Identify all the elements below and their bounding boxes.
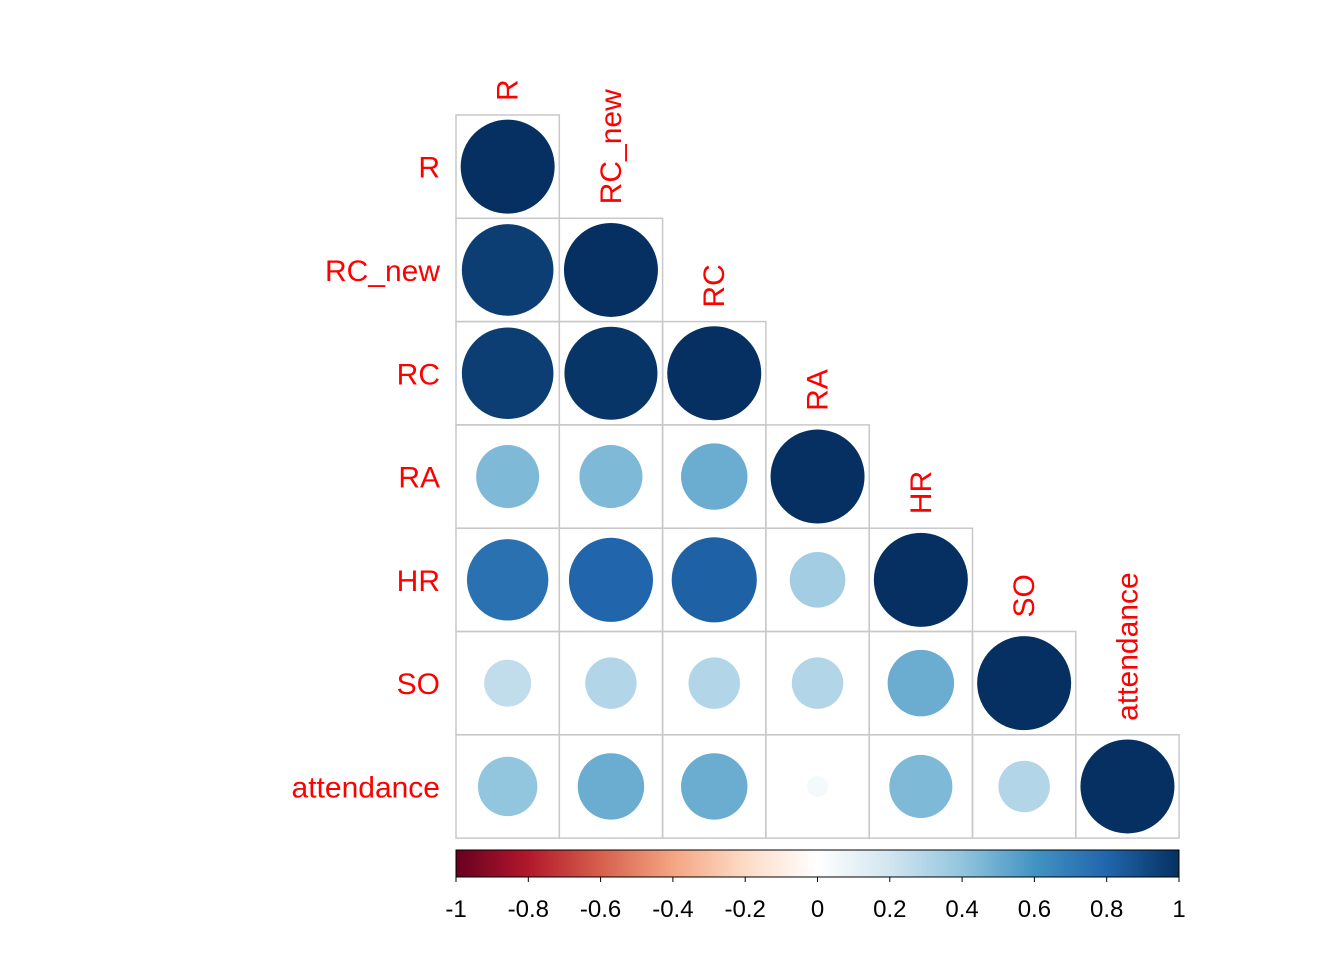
correlation-circle-SO-HR (887, 649, 955, 717)
grid-cell (1075, 734, 1180, 839)
colorbar-tick-label: 0.2 (873, 896, 906, 923)
colorbar-tick-label: 0.4 (945, 896, 978, 923)
correlation-circle-RC-RC_new (564, 326, 658, 420)
correlation-circle-RA-RA (770, 429, 865, 524)
colorbar-tick-label: -0.4 (652, 896, 693, 923)
colorbar-tick-label: 1 (1172, 896, 1185, 923)
column-label: RC (698, 264, 731, 307)
correlation-circle-HR-RC (671, 537, 757, 623)
column-label: RA (802, 369, 835, 411)
column-label: HR (905, 471, 938, 514)
correlation-circle-SO-R (484, 659, 532, 707)
colorbar-tick-label: -1 (445, 896, 466, 923)
correlation-circle-attendance-RC (681, 753, 748, 820)
correlation-circle-SO-RA (791, 657, 844, 709)
colorbar-gradient (455, 849, 1180, 878)
colorbar-tick-label: -0.2 (725, 896, 766, 923)
correlation-circle-attendance-R (477, 756, 538, 817)
row-label: R (418, 152, 440, 185)
column-label: SO (1008, 574, 1041, 617)
correlation-circle-RA-R (476, 445, 540, 509)
correlation-circle-RC-RC (667, 326, 762, 421)
correlation-circle-RA-RC_new (579, 445, 643, 509)
row-label: RC_new (325, 255, 440, 288)
correlation-circle-RC_new-RC_new (563, 222, 658, 317)
colorbar-ticks: -1 -0.8 -0.6 -0.4 -0.2 0 0.2 0.4 0.6 0.8 1 (445, 877, 1186, 923)
correlation-circle-attendance-SO (998, 760, 1050, 813)
correlation-circle-SO-SO (977, 636, 1072, 731)
column-labels: R RC_new RC RA HR SO attendance (492, 79, 1145, 720)
row-label: RA (398, 462, 440, 495)
colorbar-tick-label: 0.6 (1018, 896, 1051, 923)
colorbar: -1 -0.8 -0.6 -0.4 -0.2 0 0.2 0.4 0.6 0.8 1 (445, 849, 1186, 923)
correlation-circle-RC-R (461, 327, 554, 420)
row-labels: R RC_new RC RA HR SO attendance (292, 152, 441, 805)
row-label: SO (397, 668, 440, 701)
correlation-circle-attendance-RC_new (577, 753, 645, 820)
correlation-circles (460, 119, 1175, 834)
row-label: RC (397, 358, 440, 391)
correlation-circle-R-R (460, 119, 555, 214)
correlation-circle-attendance-attendance (1080, 739, 1175, 834)
grid-cells (455, 114, 1180, 839)
row-label: attendance (292, 771, 440, 804)
column-label: RC_new (595, 89, 628, 204)
correlation-circle-SO-RC_new (585, 657, 637, 709)
correlation-circle-HR-HR (873, 532, 968, 627)
correlation-circle-HR-RA (789, 552, 846, 608)
correlation-circle-RA-RC (681, 443, 748, 510)
correlation-circle-HR-RC_new (568, 537, 653, 622)
row-label: HR (397, 565, 440, 598)
correlation-circle-attendance-RA (807, 775, 829, 797)
colorbar-tick-label: -0.6 (580, 896, 621, 923)
colorbar-tick-label: 0.8 (1090, 896, 1123, 923)
colorbar-tick-label: -0.8 (508, 896, 549, 923)
correlation-circle-SO-RC (688, 657, 740, 709)
correlation-circle-attendance-HR (889, 754, 953, 818)
column-label: R (492, 79, 525, 101)
column-label: attendance (1111, 572, 1144, 720)
correlation-circle-RC_new-R (461, 224, 554, 316)
colorbar-tick-label: 0 (811, 896, 824, 923)
correlation-circle-HR-R (466, 539, 549, 621)
